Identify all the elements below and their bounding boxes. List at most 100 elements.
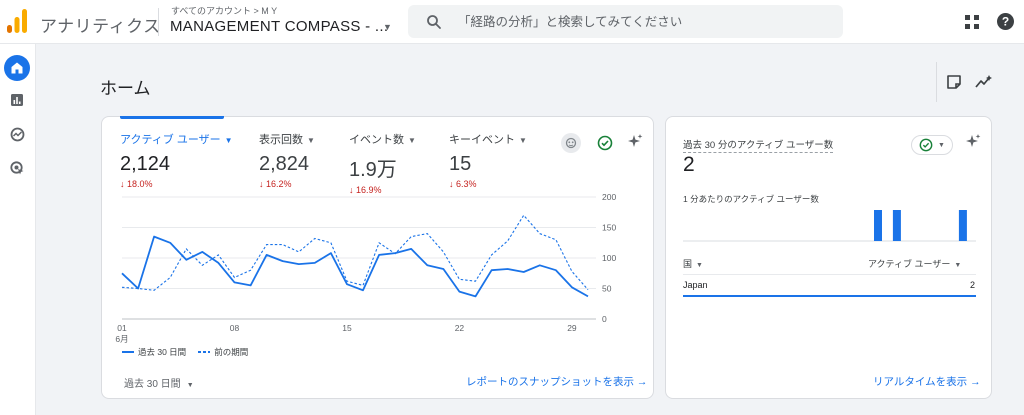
caret-down-icon: ▼ xyxy=(938,141,945,149)
account-selector[interactable]: MANAGEMENT COMPASS - ... xyxy=(170,18,389,35)
realtime-link[interactable]: リアルタイムを表示 → xyxy=(873,374,981,389)
x-tick-sublabel: 6月 xyxy=(115,334,128,344)
arrow-down-icon: ↓ xyxy=(449,179,457,189)
realtime-users-label[interactable]: 過去 30 分のアクティブ ユーザー数 xyxy=(683,137,834,153)
realtime-users-value: 2 xyxy=(683,153,695,176)
search-bar[interactable] xyxy=(408,5,843,38)
legend-label: 過去 30 日間 xyxy=(138,347,187,357)
active-users-line-chart: 0 50 100 150 200 01 08 15 22 29 6月 xyxy=(115,192,616,344)
y-tick-label: 150 xyxy=(602,223,616,233)
note-icon[interactable] xyxy=(946,74,962,90)
y-tick-label: 200 xyxy=(602,192,616,202)
account-breadcrumb[interactable]: すべてのアカウント > M Y xyxy=(171,6,278,16)
y-tick-label: 0 xyxy=(602,314,607,324)
metric-value: 15 xyxy=(449,153,472,175)
caret-down-icon[interactable]: ▼ xyxy=(383,22,392,32)
metric-change: ↓ 18.0% xyxy=(120,179,153,189)
table-row-users: 2 xyxy=(970,280,976,290)
anomaly-button[interactable] xyxy=(561,133,581,153)
check-circle-icon xyxy=(597,135,613,151)
per-minute-bar[interactable] xyxy=(958,210,967,241)
metric-label: アクティブ ユーザー xyxy=(120,134,221,146)
x-tick-label: 15 xyxy=(342,323,352,333)
check-circle-icon xyxy=(919,138,933,152)
metric-label: 表示回数 xyxy=(259,134,303,146)
metric-label: キーイベント xyxy=(449,134,515,146)
caret-down-icon: ▼ xyxy=(408,136,416,145)
metric-events[interactable]: イベント数 ▼ 1.9万 ↓ 16.9% xyxy=(349,131,416,195)
ai-insights-button[interactable] xyxy=(625,132,645,152)
country-column-header[interactable]: 国 ▼ xyxy=(683,257,703,270)
search-icon xyxy=(427,15,441,29)
search-input[interactable] xyxy=(458,12,828,32)
period-select[interactable]: 過去 30 日間 ▼ xyxy=(124,375,194,390)
per-minute-bar[interactable] xyxy=(892,210,901,241)
active-tab-indicator xyxy=(120,116,224,119)
metric-value: 2,824 xyxy=(259,153,310,175)
left-navigation xyxy=(0,44,36,415)
top-bar: アナリティクス すべてのアカウント > M Y MANAGEMENT COMPA… xyxy=(0,0,1024,44)
reports-icon xyxy=(11,94,23,106)
caret-down-icon: ▼ xyxy=(224,136,233,145)
arrow-down-icon: ↓ xyxy=(259,179,267,189)
series-line-current xyxy=(121,235,589,298)
caret-down-icon: ▼ xyxy=(954,262,962,269)
arrow-down-icon: ↓ xyxy=(120,179,128,189)
row-share-bar xyxy=(683,295,976,297)
sparkle-icon xyxy=(628,134,643,147)
legend-swatch-dashed xyxy=(198,351,211,353)
caret-down-icon: ▼ xyxy=(186,382,194,389)
metric-active-users[interactable]: アクティブ ユーザー ▼ 2,124 ↓ 18.0% xyxy=(120,131,233,189)
advertising-icon xyxy=(9,160,23,174)
nav-explore[interactable] xyxy=(4,121,30,147)
arrow-right-icon: → xyxy=(970,376,981,388)
app-title: アナリティクス xyxy=(40,17,161,36)
nav-reports[interactable] xyxy=(4,87,30,113)
insights-trend-icon[interactable] xyxy=(975,74,993,90)
realtime-link-label: リアルタイムを表示 xyxy=(873,376,968,388)
snapshot-link-label: レポートのスナップショットを表示 xyxy=(466,376,634,388)
header-divider xyxy=(158,8,159,36)
legend-label: 前の期間 xyxy=(214,347,249,357)
arrow-right-icon: → xyxy=(636,376,648,388)
snapshot-link[interactable]: レポートのスナップショットを表示 → xyxy=(466,374,647,389)
page-title: ホーム xyxy=(100,79,151,98)
svg-text:?: ? xyxy=(1002,15,1009,29)
per-minute-label: 1 分あたりのアクティブ ユーザー数 xyxy=(683,194,819,204)
realtime-status-dropdown[interactable]: ▼ xyxy=(911,135,953,155)
anomaly-detection-icon xyxy=(565,137,577,149)
x-tick-label: 01 xyxy=(117,323,127,333)
nav-advertising[interactable] xyxy=(4,155,30,181)
apps-grid-icon[interactable] xyxy=(963,13,981,31)
caret-down-icon: ▼ xyxy=(519,136,527,145)
realtime-card: 過去 30 分のアクティブ ユーザー数 2 ▼ 1 分あたりのアクティブ ユーザ… xyxy=(665,116,992,399)
y-tick-label: 100 xyxy=(602,253,616,263)
column-label: 国 xyxy=(683,259,693,269)
x-tick-label: 22 xyxy=(455,323,465,333)
metric-change: ↓ 6.3% xyxy=(449,179,477,189)
column-label: アクティブ ユーザー xyxy=(868,259,951,269)
data-quality-button[interactable] xyxy=(595,133,615,153)
users-column-header[interactable]: アクティブ ユーザー ▼ xyxy=(868,257,961,270)
per-minute-bar[interactable] xyxy=(874,210,882,241)
metric-value: 1.9万 xyxy=(349,159,397,181)
y-tick-label: 50 xyxy=(602,284,612,294)
metric-value: 2,124 xyxy=(120,153,171,175)
legend-swatch-solid xyxy=(122,351,134,353)
nav-home[interactable] xyxy=(4,55,30,81)
caret-down-icon: ▼ xyxy=(307,136,315,145)
explore-icon xyxy=(10,127,24,141)
metric-change: ↓ 16.9% xyxy=(349,185,382,195)
per-minute-bar-chart xyxy=(683,210,976,242)
table-divider xyxy=(683,274,976,275)
metric-key-events[interactable]: キーイベント ▼ 15 ↓ 6.3% xyxy=(449,131,527,189)
legend-item-current: 過去 30 日間 xyxy=(122,346,186,358)
x-tick-label: 08 xyxy=(230,323,240,333)
legend-item-previous: 前の期間 xyxy=(198,346,248,358)
table-row-country: Japan xyxy=(683,280,708,290)
analytics-logo-icon[interactable] xyxy=(6,8,28,34)
ai-insights-button[interactable] xyxy=(963,132,983,152)
period-select-label: 過去 30 日間 xyxy=(124,379,181,390)
metric-views[interactable]: 表示回数 ▼ 2,824 ↓ 16.2% xyxy=(259,131,315,189)
help-icon[interactable]: ? xyxy=(996,12,1015,31)
